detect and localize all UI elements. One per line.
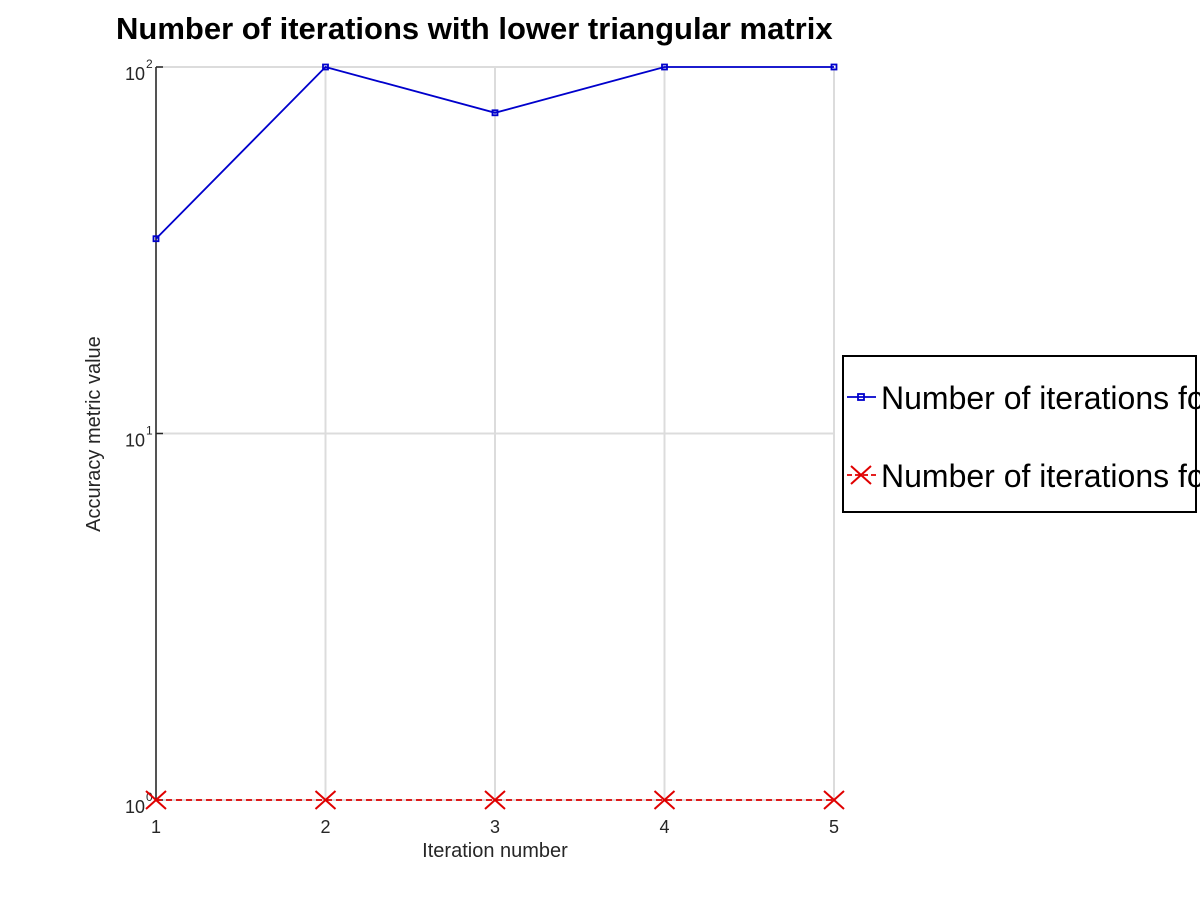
legend-marker-sample — [850, 465, 872, 485]
series-1-point — [491, 109, 499, 117]
series-1-point — [152, 235, 160, 243]
legend-label: Number of iterations fo — [881, 380, 1200, 416]
x-axis-label: Iteration number — [422, 840, 568, 862]
series-2-point — [145, 790, 167, 810]
x-tick-label: 1 — [151, 817, 161, 837]
x-marker-stroke — [653, 790, 676, 810]
legend-items: Number of iterations fo Number of iterati… — [847, 380, 1200, 494]
x-tick-label: 4 — [659, 817, 669, 837]
series-layer — [145, 63, 845, 810]
series-1-point — [661, 63, 668, 71]
legend: Number of iterations fo Number of iterati… — [842, 355, 1200, 513]
legend-marker-sample — [857, 393, 865, 401]
legend-label: Number of iterations fo — [881, 458, 1200, 494]
x-tick-labels: 1 2 3 4 5 — [151, 817, 839, 837]
x-marker-stroke — [484, 790, 506, 810]
x-tick-label: 3 — [490, 817, 500, 837]
series-1 — [152, 63, 838, 243]
legend-entry-2: Number of iterations fo — [847, 458, 1200, 494]
series-2-point — [823, 790, 845, 810]
y-tick-label-base: 10 — [125, 431, 145, 451]
series-1-point — [322, 63, 329, 71]
series-2 — [145, 790, 845, 810]
x-marker-stroke — [145, 790, 167, 810]
y-tick-label-exponent: 1 — [146, 424, 153, 438]
y-tick-label-base: 10 — [125, 64, 145, 84]
y-tick-label-base: 10 — [125, 797, 145, 817]
series-2-point — [484, 790, 506, 810]
y-axis-label: Accuracy metric value — [83, 336, 105, 532]
x-tick-label: 2 — [320, 817, 330, 837]
x-tick-label: 5 — [829, 817, 839, 837]
x-marker-stroke — [850, 465, 872, 485]
x-marker-stroke — [314, 790, 337, 810]
legend-entry-1: Number of iterations fo — [847, 380, 1200, 416]
y-tick-label-exponent: 2 — [146, 57, 153, 71]
y-tick-label-exponent: 0 — [146, 790, 153, 804]
series-2-point — [314, 790, 337, 810]
series-1-line — [155, 65, 834, 240]
legend-box — [842, 355, 1197, 513]
series-2-point — [653, 790, 676, 810]
x-marker-stroke — [823, 790, 845, 810]
series-1-point — [830, 63, 838, 71]
chart-title: Number of iterations with lower triangul… — [116, 11, 833, 46]
